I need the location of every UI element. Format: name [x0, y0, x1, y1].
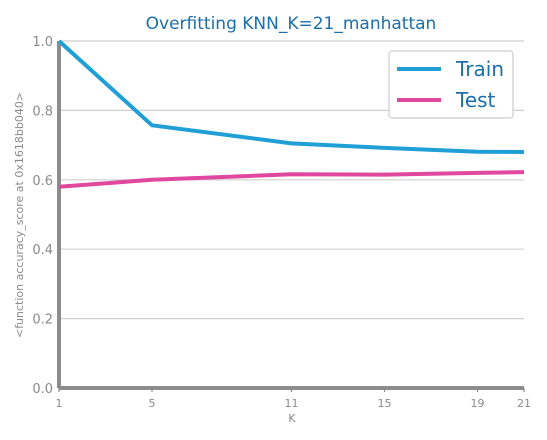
y-tick-label: 0.8 [32, 104, 53, 119]
chart-title: Overfitting KNN_K=21_manhattan [146, 14, 437, 34]
x-tick-label: 1 [56, 397, 63, 410]
series-lines [57, 39, 525, 189]
legend-label-test: Test [455, 88, 496, 112]
y-tick-label: 1.0 [32, 35, 53, 50]
x-tick-label: 21 [517, 397, 531, 410]
x-tick-label: 15 [378, 397, 392, 410]
tick-labels: 0.00.20.40.60.81.01 5 11 15 19 21 [32, 35, 531, 410]
x-tick-label: 19 [471, 397, 485, 410]
axes [57, 41, 525, 392]
series-line-test [58, 170, 525, 189]
y-tick-label: 0.4 [32, 243, 53, 258]
series-line-train [57, 39, 525, 155]
x-axis-label: K [288, 412, 296, 425]
y-tick-label: 0.0 [32, 382, 53, 397]
legend-label-train: Train [455, 57, 504, 81]
y-axis-label: <function accuracy_score at 0x1618bb040> [13, 92, 26, 338]
x-tick-label: 11 [285, 397, 299, 410]
y-tick-label: 0.2 [32, 313, 53, 328]
legend: Train Test [388, 50, 514, 119]
x-tick-label: 5 [149, 397, 156, 410]
y-tick-label: 0.6 [32, 174, 53, 189]
